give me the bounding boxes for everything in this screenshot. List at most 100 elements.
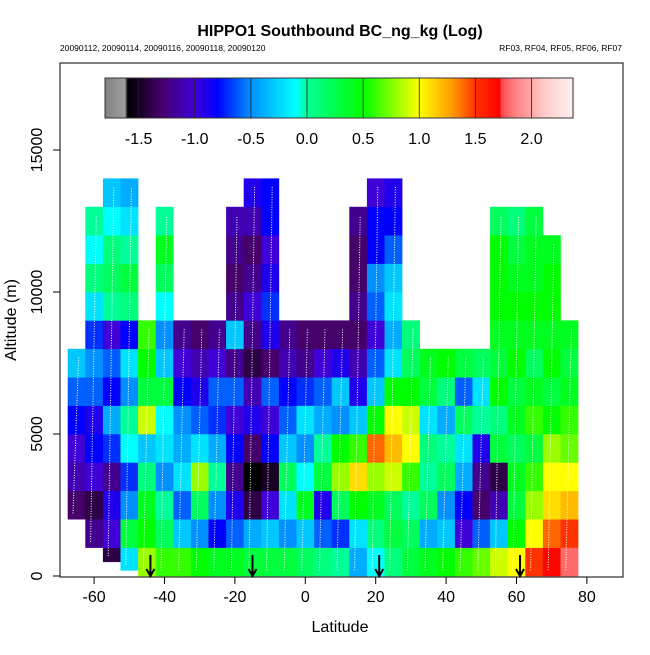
colorbar-swatch — [167, 78, 171, 118]
colorbar-swatch — [243, 78, 246, 118]
colorbar-swatch — [291, 78, 294, 118]
colorbar-swatch — [464, 78, 467, 118]
colorbar-tick-label: 2.0 — [520, 131, 542, 148]
heatmap-cell — [419, 519, 438, 548]
heatmap-cell — [560, 547, 579, 577]
heatmap-cell — [243, 292, 262, 321]
colorbar-swatch — [498, 78, 502, 118]
colorbar-swatch — [427, 78, 430, 118]
colorbar-swatch — [207, 78, 210, 118]
colorbar-swatch — [136, 78, 139, 118]
heatmap-cell — [525, 348, 544, 378]
heatmap-cell — [296, 462, 315, 492]
heatmap-cell — [226, 377, 244, 406]
colorbar-swatch — [473, 78, 476, 118]
colorbar-swatch — [175, 78, 178, 118]
heatmap-cell — [85, 263, 104, 293]
colorbar-swatch — [127, 78, 130, 118]
heatmap-cell — [85, 206, 104, 236]
colorbar-swatch — [188, 78, 191, 118]
colorbar-swatch — [154, 78, 157, 118]
colorbar-swatch — [327, 78, 330, 118]
colorbar-swatch — [442, 78, 446, 118]
colorbar-swatch — [317, 78, 320, 118]
heatmap-cell — [120, 178, 139, 208]
colorbar-swatch — [115, 78, 118, 118]
colorbar-swatch — [152, 78, 155, 118]
colorbar-swatch — [342, 78, 346, 118]
colorbar-swatch — [335, 78, 338, 118]
heatmap-cell — [525, 405, 544, 435]
colorbar-swatch — [254, 78, 257, 118]
heatmap-cell — [261, 490, 280, 520]
colorbar-swatch — [431, 78, 434, 118]
colorbar-swatch — [447, 78, 450, 118]
heatmap-cell — [384, 178, 403, 208]
colorbar-swatch — [353, 78, 356, 118]
heatmap-cell — [366, 547, 385, 577]
heatmap-cell — [173, 348, 192, 378]
heatmap-cell — [507, 206, 526, 236]
colorbar-swatch — [413, 78, 416, 118]
colorbar-swatch — [482, 78, 485, 118]
heatmap-cell — [384, 263, 403, 293]
flight-track — [142, 328, 150, 571]
heatmap-cell — [226, 547, 244, 577]
heatmap-cell — [208, 320, 227, 350]
heatmap-cell — [120, 434, 139, 463]
heatmap-cell — [296, 434, 315, 463]
colorbar-swatch — [153, 78, 156, 118]
colorbar-swatch — [522, 78, 525, 118]
heatmap-cell — [419, 490, 438, 520]
colorbar-swatch — [458, 78, 461, 118]
colorbar-swatch — [245, 78, 248, 118]
heatmap-cell — [507, 377, 526, 406]
heatmap-cell — [85, 490, 104, 520]
heatmap-cell — [331, 377, 350, 406]
colorbar-swatch — [202, 78, 205, 118]
heatmap-cell — [155, 405, 174, 435]
colorbar-swatch — [149, 78, 153, 118]
colorbar-swatch — [491, 78, 494, 118]
heatmap-cell — [437, 377, 456, 406]
colorbar-swatch — [388, 78, 392, 118]
colorbar-swatch — [445, 78, 448, 118]
colorbar-swatch — [533, 78, 536, 118]
heatmap-cell — [384, 547, 403, 577]
colorbar-swatch — [170, 78, 173, 118]
colorbar-swatch — [497, 78, 501, 118]
colorbar-swatch — [320, 78, 323, 118]
heatmap-cell — [525, 206, 544, 236]
colorbar-swatch — [311, 78, 314, 118]
colorbar-swatch — [220, 78, 223, 118]
colorbar-swatch — [451, 78, 454, 118]
heatmap-cell — [560, 377, 579, 406]
colorbar-swatch — [489, 78, 493, 118]
colorbar-swatch — [239, 78, 242, 118]
heatmap-cell — [173, 320, 192, 350]
colorbar-swatch — [340, 78, 343, 118]
heatmap-cell — [67, 434, 86, 463]
heatmap-cell — [490, 462, 508, 492]
colorbar-swatch — [339, 78, 342, 118]
colorbar-swatch — [556, 78, 559, 118]
colorbar-swatch — [261, 78, 264, 118]
colorbar-swatch — [234, 78, 237, 118]
heatmap-cell — [454, 462, 473, 492]
colorbar-swatch — [392, 78, 395, 118]
heatmap-cell — [314, 320, 332, 350]
heatmap-cell — [102, 462, 121, 492]
colorbar-swatch — [420, 78, 423, 118]
y-tick-label: 5000 — [29, 416, 46, 452]
colorbar-swatch — [531, 78, 534, 118]
y-tick-label: 0 — [29, 571, 46, 580]
colorbar-swatch — [140, 78, 144, 118]
heatmap-cell — [349, 547, 368, 577]
colorbar-swatch — [552, 78, 555, 118]
colorbar-swatch — [514, 78, 517, 118]
heatmap-cell — [226, 206, 244, 236]
colorbar-swatch — [438, 78, 441, 118]
flight-track — [301, 328, 308, 571]
chart-subtitle-left: 20090112, 20090114, 20090116, 20090118, … — [60, 43, 266, 53]
colorbar-swatch — [275, 78, 278, 118]
